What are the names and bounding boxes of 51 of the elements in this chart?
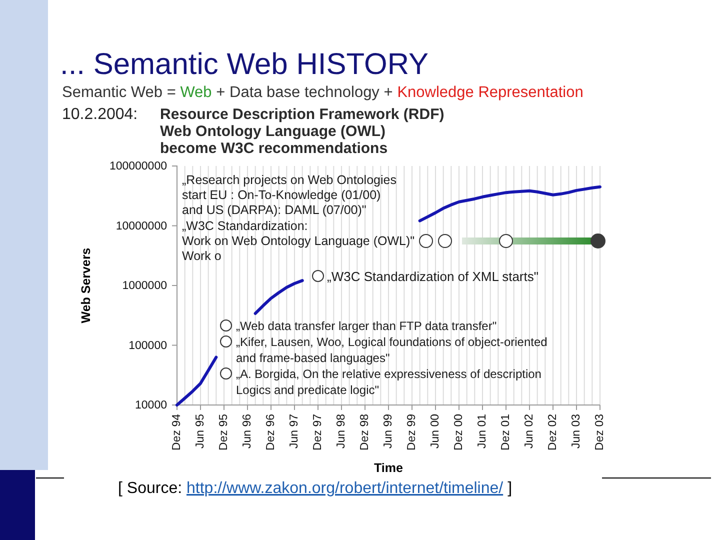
y-tick-label: 10000 bbox=[135, 400, 167, 412]
y-tick-label: 10000000 bbox=[116, 220, 167, 232]
x-tick-label: Dez 97 bbox=[312, 414, 324, 450]
annotation: Work on Web Ontology Language (OWL)" bbox=[182, 234, 415, 248]
x-tick-label: Dez 03 bbox=[594, 414, 606, 450]
text: Web bbox=[180, 84, 212, 101]
annotation: Work o bbox=[182, 249, 222, 263]
x-tick-label: Jun 00 bbox=[430, 414, 442, 449]
annotation: „W3C Standardization of XML starts" bbox=[327, 269, 539, 284]
x-tick-label: Jun 98 bbox=[336, 414, 348, 449]
x-tick-label: Dez 95 bbox=[218, 414, 230, 450]
annotation: „A. Borgida, On the relative expressiveness of description bbox=[236, 367, 542, 381]
x-tick-label: Dez 96 bbox=[265, 414, 277, 450]
annotation: „Web data transfer larger than FTP data transfer" bbox=[236, 319, 497, 333]
x-tick-label: Dez 98 bbox=[359, 414, 371, 450]
annotation: and frame-based languages" bbox=[236, 351, 390, 365]
x-tick-label: Dez 00 bbox=[453, 414, 465, 450]
annotation: and US (DARPA): DAML (07/00)" bbox=[182, 203, 366, 217]
x-tick-label: Jun 96 bbox=[242, 414, 254, 449]
x-tick-label: Jun 03 bbox=[570, 414, 582, 449]
text: Semantic Web = bbox=[62, 84, 176, 101]
x-tick-label: Jun 95 bbox=[194, 414, 206, 449]
y-tick-label: 100000000 bbox=[109, 160, 167, 173]
annotation: start EU : On-To-Knowledge (01/00) bbox=[182, 188, 381, 202]
x-tick-label: Dez 02 bbox=[547, 414, 559, 450]
x-axis-title: Time bbox=[374, 461, 404, 475]
text: + Data base technology bbox=[216, 84, 380, 101]
annotation: „Kifer, Lausen, Woo, Logical foundations of object-oriented bbox=[236, 335, 548, 349]
x-tick-label: Jun 02 bbox=[524, 414, 536, 449]
annotation: „W3C Standardization: bbox=[182, 219, 308, 233]
text: become W3C recommendations bbox=[160, 140, 388, 157]
chart-title: ... Semantic Web HISTORY bbox=[60, 48, 428, 81]
y-tick-label: 1000000 bbox=[122, 280, 167, 292]
x-tick-label: Dez 94 bbox=[171, 413, 183, 450]
text: Knowledge Representation bbox=[397, 84, 584, 101]
x-tick-label: Dez 01 bbox=[500, 414, 512, 450]
text: + bbox=[384, 84, 393, 101]
x-tick-label: Dez 99 bbox=[406, 414, 418, 450]
annotation: „Research projects on Web Ontologies bbox=[182, 173, 396, 187]
y-axis-title: Web Servers bbox=[79, 248, 93, 324]
annotation: Logics and predicate logic" bbox=[236, 383, 380, 397]
text: http://www.zakon.org/robert/internet/timeline/ bbox=[186, 480, 504, 497]
x-tick-label: Jun 99 bbox=[382, 414, 394, 449]
text: 10.2.2004: bbox=[62, 106, 138, 123]
x-tick-label: Jun 97 bbox=[288, 414, 300, 449]
x-tick-label: Jun 01 bbox=[476, 414, 488, 449]
text: ] bbox=[508, 480, 512, 497]
text: [ Source: bbox=[118, 480, 182, 497]
text: Web Ontology Language (OWL) bbox=[160, 123, 386, 140]
text: Resource Description Framework (RDF) bbox=[160, 106, 444, 123]
y-tick-label: 100000 bbox=[128, 340, 167, 352]
